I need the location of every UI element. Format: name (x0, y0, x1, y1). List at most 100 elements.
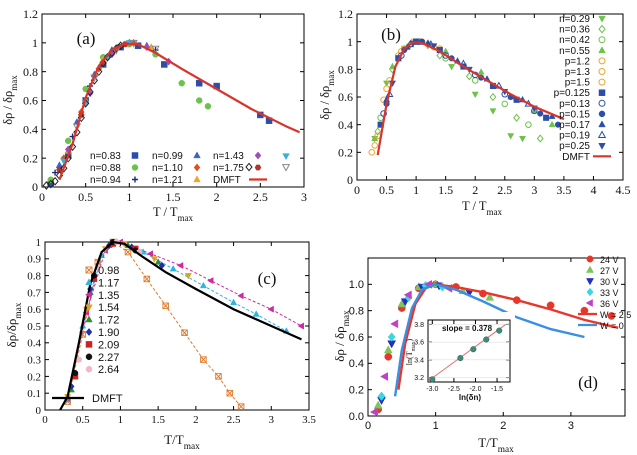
y-axis-label: δρ / δρmax (318, 70, 336, 120)
legend-entry-5-swatch (598, 68, 606, 75)
x-axis-label: T/Tmax (164, 432, 200, 452)
x-tick-label: 2 (214, 190, 220, 204)
legend-label-2-64: 2.64 (98, 364, 119, 376)
legend-label-1-72: 1.72 (98, 315, 119, 327)
legend-label-n-1-21: n=1.21 (152, 175, 183, 186)
legend-entry-1 (85, 278, 93, 286)
data-point (554, 121, 562, 128)
y-tick-label: 0.2 (27, 371, 41, 383)
y-tick-label: 3.4 (414, 357, 424, 364)
legend-label-36-V: 36 V (600, 299, 619, 309)
legend-entry-12-swatch (598, 143, 606, 150)
x-tick-label: -2.5 (448, 386, 460, 393)
data-point (52, 169, 59, 176)
data-point (548, 120, 556, 128)
legend-label-1-35: 1.35 (98, 290, 119, 302)
legend-label-n-0-36: n=0.36 (559, 25, 590, 36)
data-point (388, 62, 396, 70)
legend: 24 V27 V30 V33 V36 VW = 2.5W = 0 (578, 255, 631, 331)
data-point (178, 79, 185, 87)
data-point (390, 319, 399, 329)
legend-swatch-1 (586, 265, 594, 273)
data-point (68, 142, 77, 152)
data-point-box (162, 302, 169, 310)
data-point (195, 97, 203, 104)
x-axis-label: T/Tmax (478, 435, 514, 455)
legend-entry-5 (85, 328, 93, 336)
x-tick-label: 3.5 (302, 414, 316, 426)
data-point-x (162, 302, 169, 309)
y-tick-label: 0.4 (27, 338, 41, 350)
y-tick-label: 0 (347, 173, 353, 187)
y-tick-label: 1.0 (349, 279, 364, 291)
legend-label-n-0-94: n=0.94 (90, 175, 121, 186)
y-axis-label-sub: max (326, 70, 336, 86)
y-tick-label: 0 (32, 180, 38, 194)
legend-label-1-90: 1.90 (98, 327, 119, 339)
data-point (207, 277, 214, 285)
inset-background (421, 312, 515, 389)
y-tick-label: 0.6 (349, 332, 364, 344)
legend-entry-8-swatch (598, 99, 606, 107)
y-axis-label-sub: max (342, 310, 352, 326)
data-point (489, 108, 497, 115)
data-point-box (200, 356, 207, 363)
legend-label-2-27: 2.27 (98, 352, 119, 364)
data-point (436, 51, 444, 60)
legend-label-p-0-13: p=0.13 (559, 99, 590, 110)
y-tick-label: 0.4 (23, 123, 38, 137)
x-tick-label: 0.5 (379, 183, 394, 197)
x-tick-label: 0 (42, 414, 48, 426)
data-point (543, 114, 550, 121)
x-tick-label: 2 (193, 414, 199, 426)
data-point (226, 389, 234, 397)
data-point-x (143, 275, 150, 283)
data-point-x (237, 403, 245, 410)
data-point (371, 142, 379, 149)
y-tick-label: 0.2 (349, 385, 364, 397)
data-point (501, 100, 509, 108)
legend-swatch-2 (586, 278, 594, 286)
data-point-x (181, 329, 188, 336)
data-point (368, 149, 376, 156)
legend-label-24-V: 24 V (600, 255, 619, 265)
y-axis-label-main: δρ / δρ (1, 91, 15, 125)
data-point-box (237, 403, 245, 410)
data-point (143, 43, 151, 52)
legend-entry-11-swatch (597, 130, 607, 138)
data-point-box (181, 329, 188, 336)
legend-label-n-0-42: n=0.42 (559, 35, 590, 46)
legend-swatch-3 (586, 287, 594, 297)
legend-label-n-0-83: n=0.83 (90, 151, 121, 162)
legend-label-n-0-55: n=0.55 (559, 46, 590, 57)
panel-b: 0 0.5 1 1.5 2 2.5 3 3.5 4 4.5 0 0.2 0.4 0.6 0.8 1 1.2 (b)… (318, 7, 631, 217)
data-point (471, 91, 479, 99)
data-point (252, 310, 260, 317)
y-axis-label: δρ / δρmax (1, 75, 19, 125)
data-point (169, 265, 177, 272)
series-DMFT (58, 42, 301, 181)
legend: n=0.83 n=0.99 n=1.43 n=0.88 n=1.10 n=1.75 n=0.… (90, 151, 291, 186)
legend-label-p-1-3: p=1.3 (565, 67, 591, 78)
y-tick-label: 0.8 (349, 306, 364, 318)
x-tick-label: 3 (531, 183, 537, 197)
legend-label-n-0-88: n=0.88 (90, 163, 121, 174)
x-tick-label: 2 (500, 420, 506, 432)
y-tick-label: 3.8 (414, 322, 424, 329)
data-point (60, 163, 68, 173)
data-point (448, 64, 456, 71)
inset-fit-line (427, 324, 506, 382)
legend-label-2-09: 2.09 (98, 339, 119, 351)
y-tick-label: 0.8 (338, 63, 353, 77)
x-axis-label-sub: max (184, 442, 200, 452)
y-tick-label: 0.5 (27, 321, 41, 333)
x-tick-label: 3.5 (556, 183, 571, 197)
series-dashed-line (67, 241, 287, 401)
inset-x-label: ln(δn) (459, 393, 482, 402)
legend-label-p-0-15: p=0.15 (559, 109, 590, 120)
x-tick-label: 0 (39, 190, 45, 204)
y-tick-label: 0.2 (23, 151, 38, 165)
legend-label-27-V: 27 V (600, 266, 619, 276)
inset-y-label-sub: max (411, 341, 417, 351)
data-point (519, 136, 527, 143)
